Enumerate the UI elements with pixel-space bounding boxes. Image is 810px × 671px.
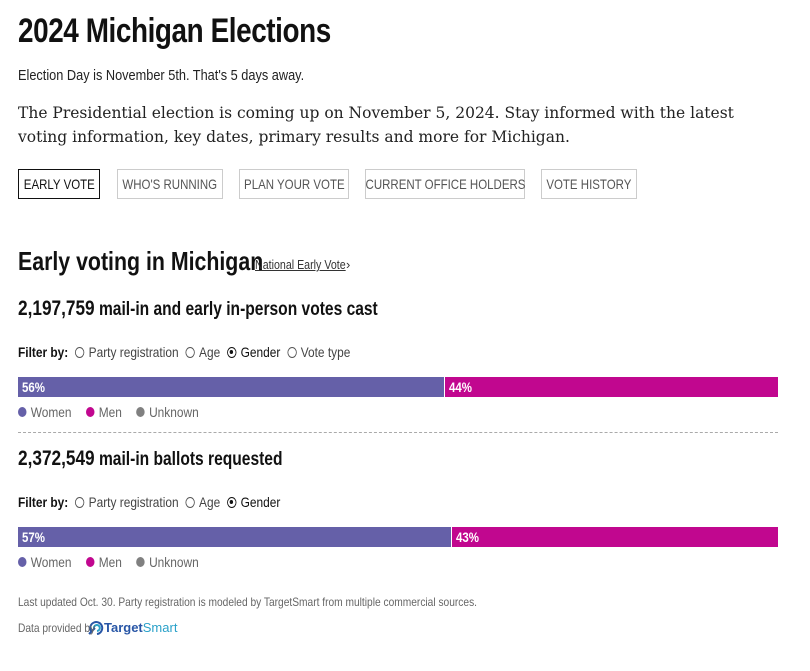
gender-bar-votes-cast: 56% 44% xyxy=(18,377,778,397)
legend-item-men: Men xyxy=(85,554,122,570)
legend-item-women: Women xyxy=(18,404,72,420)
data-provider: Data provided by Target Smart xyxy=(18,620,177,635)
tab-whos-running[interactable]: WHO'S RUNNING xyxy=(117,169,223,199)
legend-item-unknown: Unknown xyxy=(136,554,199,570)
dot-icon xyxy=(85,557,95,567)
bar-segment-women[interactable]: 57% xyxy=(18,527,452,547)
legend-2: Women Men Unknown xyxy=(18,554,213,570)
filter-vote-type[interactable]: Vote type xyxy=(287,344,350,360)
legend-label: Men xyxy=(98,554,122,570)
radio-label: Age xyxy=(199,344,221,360)
tab-early-vote[interactable]: EARLY VOTE xyxy=(18,169,100,199)
radio-label: Gender xyxy=(240,494,281,510)
legend-label: Unknown xyxy=(149,404,199,420)
filter-group-1: Filter by: Party registration Age Gender… xyxy=(18,344,357,360)
radio-label: Age xyxy=(199,494,221,510)
ballots-requested-number: 2,372,549 xyxy=(18,447,95,470)
radio-label: Party registration xyxy=(88,494,179,510)
filter-label: Filter by: xyxy=(18,494,69,510)
ballots-requested-label: mail-in ballots requested xyxy=(98,449,283,470)
tab-current-office-holders[interactable]: CURRENT OFFICE HOLDERS xyxy=(365,169,525,199)
radio-icon[interactable] xyxy=(287,346,297,358)
legend-1: Women Men Unknown xyxy=(18,404,213,420)
radio-icon[interactable] xyxy=(75,496,85,508)
radio-selected-icon[interactable] xyxy=(226,496,237,508)
national-early-vote-link[interactable]: National Early Vote xyxy=(255,257,346,272)
bar-segment-women[interactable]: 56% xyxy=(18,377,444,397)
votes-cast-number: 2,197,759 xyxy=(18,297,95,320)
intro-text: The Presidential election is coming up o… xyxy=(18,104,734,146)
tab-label: EARLY VOTE xyxy=(23,176,95,192)
radio-icon[interactable] xyxy=(185,346,195,358)
tab-label: WHO'S RUNNING xyxy=(122,176,218,192)
dot-icon xyxy=(136,557,145,567)
gender-bar-ballots-requested: 57% 43% xyxy=(18,527,778,547)
radio-label: Vote type xyxy=(300,344,351,360)
radio-icon[interactable] xyxy=(185,496,195,508)
tab-label: VOTE HISTORY xyxy=(546,176,632,192)
legend-label: Unknown xyxy=(149,554,199,570)
segment-label: 56% xyxy=(22,379,45,395)
dot-icon xyxy=(18,407,27,417)
filter-group-2: Filter by: Party registration Age Gender xyxy=(18,494,287,510)
targetsmart-logo-icon xyxy=(88,620,104,635)
targetsmart-logo[interactable]: Target Smart xyxy=(88,620,177,635)
filter-gender[interactable]: Gender xyxy=(226,494,281,510)
page-title: 2024 Michigan Elections xyxy=(18,12,331,50)
filter-age[interactable]: Age xyxy=(185,344,220,360)
last-updated-note: Last updated Oct. 30. Party registration… xyxy=(18,595,478,609)
logo-text-smart: Smart xyxy=(142,620,178,635)
filter-gender[interactable]: Gender xyxy=(226,344,281,360)
votes-cast-label: mail-in and early in-person votes cast xyxy=(98,299,378,320)
segment-label: 44% xyxy=(448,379,472,395)
legend-label: Women xyxy=(30,554,72,570)
ballots-requested-count: 2,372,549 mail-in ballots requested xyxy=(18,447,282,471)
election-countdown: Election Day is November 5th. That's 5 d… xyxy=(18,67,305,84)
votes-cast-count: 2,197,759 mail-in and early in-person vo… xyxy=(18,297,378,321)
radio-selected-icon[interactable] xyxy=(226,346,237,358)
chevron-right-icon[interactable]: › xyxy=(346,257,351,272)
filter-party-registration[interactable]: Party registration xyxy=(75,494,179,510)
logo-text-target: Target xyxy=(104,620,143,635)
section-heading: Early voting in Michigan xyxy=(18,246,264,276)
radio-label: Party registration xyxy=(88,344,179,360)
tab-label: PLAN YOUR VOTE xyxy=(243,176,345,192)
filter-party-registration[interactable]: Party registration xyxy=(75,344,179,360)
dot-icon xyxy=(18,557,27,567)
segment-label: 43% xyxy=(456,529,480,545)
segment-label: 57% xyxy=(22,529,45,545)
bar-segment-men[interactable]: 43% xyxy=(451,527,778,547)
dot-icon xyxy=(136,407,145,417)
legend-item-men: Men xyxy=(85,404,122,420)
legend-label: Women xyxy=(30,404,72,420)
bar-segment-men[interactable]: 44% xyxy=(443,377,778,397)
legend-item-unknown: Unknown xyxy=(136,404,199,420)
legend-item-women: Women xyxy=(18,554,72,570)
section-divider xyxy=(18,432,778,433)
tab-label: CURRENT OFFICE HOLDERS xyxy=(365,176,525,192)
radio-label: Gender xyxy=(240,344,281,360)
provided-by-label: Data provided by xyxy=(18,620,96,635)
dot-icon xyxy=(85,407,95,417)
legend-label: Men xyxy=(98,404,122,420)
filter-age[interactable]: Age xyxy=(185,494,220,510)
tab-plan-your-vote[interactable]: PLAN YOUR VOTE xyxy=(239,169,349,199)
tab-vote-history[interactable]: VOTE HISTORY xyxy=(541,169,637,199)
filter-label: Filter by: xyxy=(18,344,69,360)
radio-icon[interactable] xyxy=(75,346,85,358)
